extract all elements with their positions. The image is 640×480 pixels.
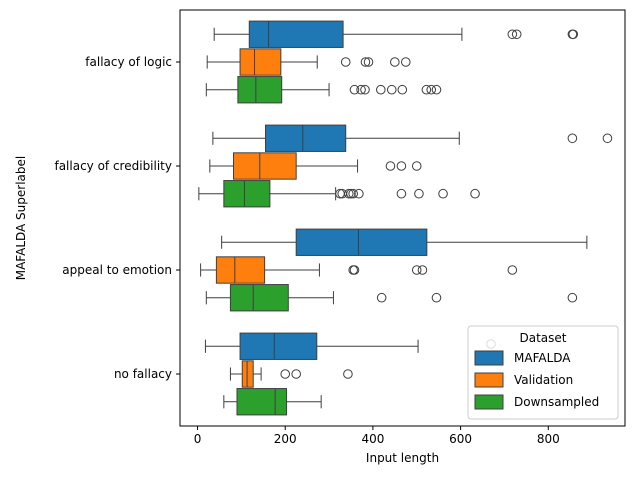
outlier-point (375, 84, 386, 95)
box-group (204, 332, 419, 360)
outlier-point (348, 188, 358, 199)
box (264, 124, 347, 152)
outlier-point (396, 161, 407, 171)
outlier-point (507, 29, 518, 40)
plot-frame (179, 9, 626, 427)
box-group (205, 284, 578, 312)
box (239, 332, 318, 360)
outlier-point (417, 265, 428, 275)
outlier-point (511, 29, 522, 40)
outlier-point (335, 188, 345, 199)
legend-swatch (474, 372, 504, 388)
outlier-point (363, 57, 374, 67)
y-tick-label: fallacy of credibility (54, 159, 172, 173)
y-axis: fallacy of logic fallacy of credibility ap… (54, 55, 180, 381)
outlier-point (421, 84, 432, 95)
outlier-point (360, 57, 371, 67)
box (237, 76, 283, 104)
outlier-point (431, 292, 442, 303)
legend: Dataset MAFALDA Validation Downsampled (467, 325, 619, 420)
outlier-point (356, 84, 366, 95)
outlier-point (602, 133, 613, 144)
outlier-point (390, 57, 400, 67)
box (241, 360, 254, 388)
x-tick-label: 600 (449, 432, 472, 446)
box (248, 20, 344, 48)
outlier-point (354, 188, 364, 199)
y-tick-label: appeal to emotion (62, 263, 172, 277)
x-tick-label: 0 (194, 432, 202, 446)
box (229, 284, 289, 312)
outlier-point (386, 84, 397, 95)
box-group (198, 180, 480, 208)
x-tick-label: 200 (274, 432, 297, 446)
boxes-layer (198, 20, 613, 416)
outlier-point (343, 188, 354, 199)
legend-frame (467, 325, 619, 420)
box (232, 152, 297, 180)
y-tick-label: no fallacy (114, 367, 172, 381)
box-group (229, 360, 353, 388)
outlier-point (385, 161, 396, 171)
legend-title: Dataset (520, 331, 567, 345)
outlier-point (567, 133, 578, 144)
legend-label: Downsampled (514, 395, 599, 409)
outlier-point (426, 84, 437, 95)
box (236, 388, 288, 416)
outlier-point (349, 84, 360, 95)
outlier-point (291, 369, 301, 379)
outlier-point (340, 57, 351, 67)
box-group (213, 20, 579, 48)
outlier-point (400, 57, 411, 67)
legend-outlier-marker (486, 339, 496, 349)
box-group (221, 228, 588, 256)
legend-label: Validation (514, 373, 573, 387)
outlier-point (411, 265, 422, 275)
box (239, 48, 282, 76)
box (295, 228, 428, 256)
outlier-point (431, 84, 442, 95)
outlier-point (346, 188, 356, 199)
x-tick-label: 800 (537, 432, 560, 446)
outlier-point (411, 161, 422, 171)
outlier-point (396, 188, 407, 199)
outlier-point (397, 84, 408, 95)
box-group (209, 152, 422, 180)
outlier-point (438, 188, 448, 199)
outlier-point (567, 292, 578, 303)
box-group (200, 256, 518, 284)
outlier-point (343, 369, 353, 379)
box (223, 180, 271, 208)
legend-swatch (474, 394, 504, 410)
outlier-point (280, 369, 291, 379)
x-axis: 0 200 400 600 800 (194, 426, 560, 446)
y-tick-label: fallacy of logic (85, 55, 172, 69)
outlier-point (349, 265, 360, 275)
box-group (212, 124, 613, 152)
outlier-point (470, 188, 480, 199)
outlier-point (507, 265, 518, 275)
outlier-point (414, 188, 424, 199)
legend-label: MAFALDA (514, 351, 571, 365)
y-axis-label: MAFALDA Superlabel (14, 156, 28, 281)
outlier-point (568, 29, 579, 40)
x-axis-label: Input length (366, 451, 439, 465)
box-group (223, 388, 322, 416)
legend-swatch (474, 350, 504, 366)
box-group (206, 48, 411, 76)
x-tick-label: 400 (361, 432, 384, 446)
outlier-point (376, 292, 387, 303)
outlier-point (360, 84, 370, 95)
box (215, 256, 266, 284)
box-group (205, 76, 442, 104)
